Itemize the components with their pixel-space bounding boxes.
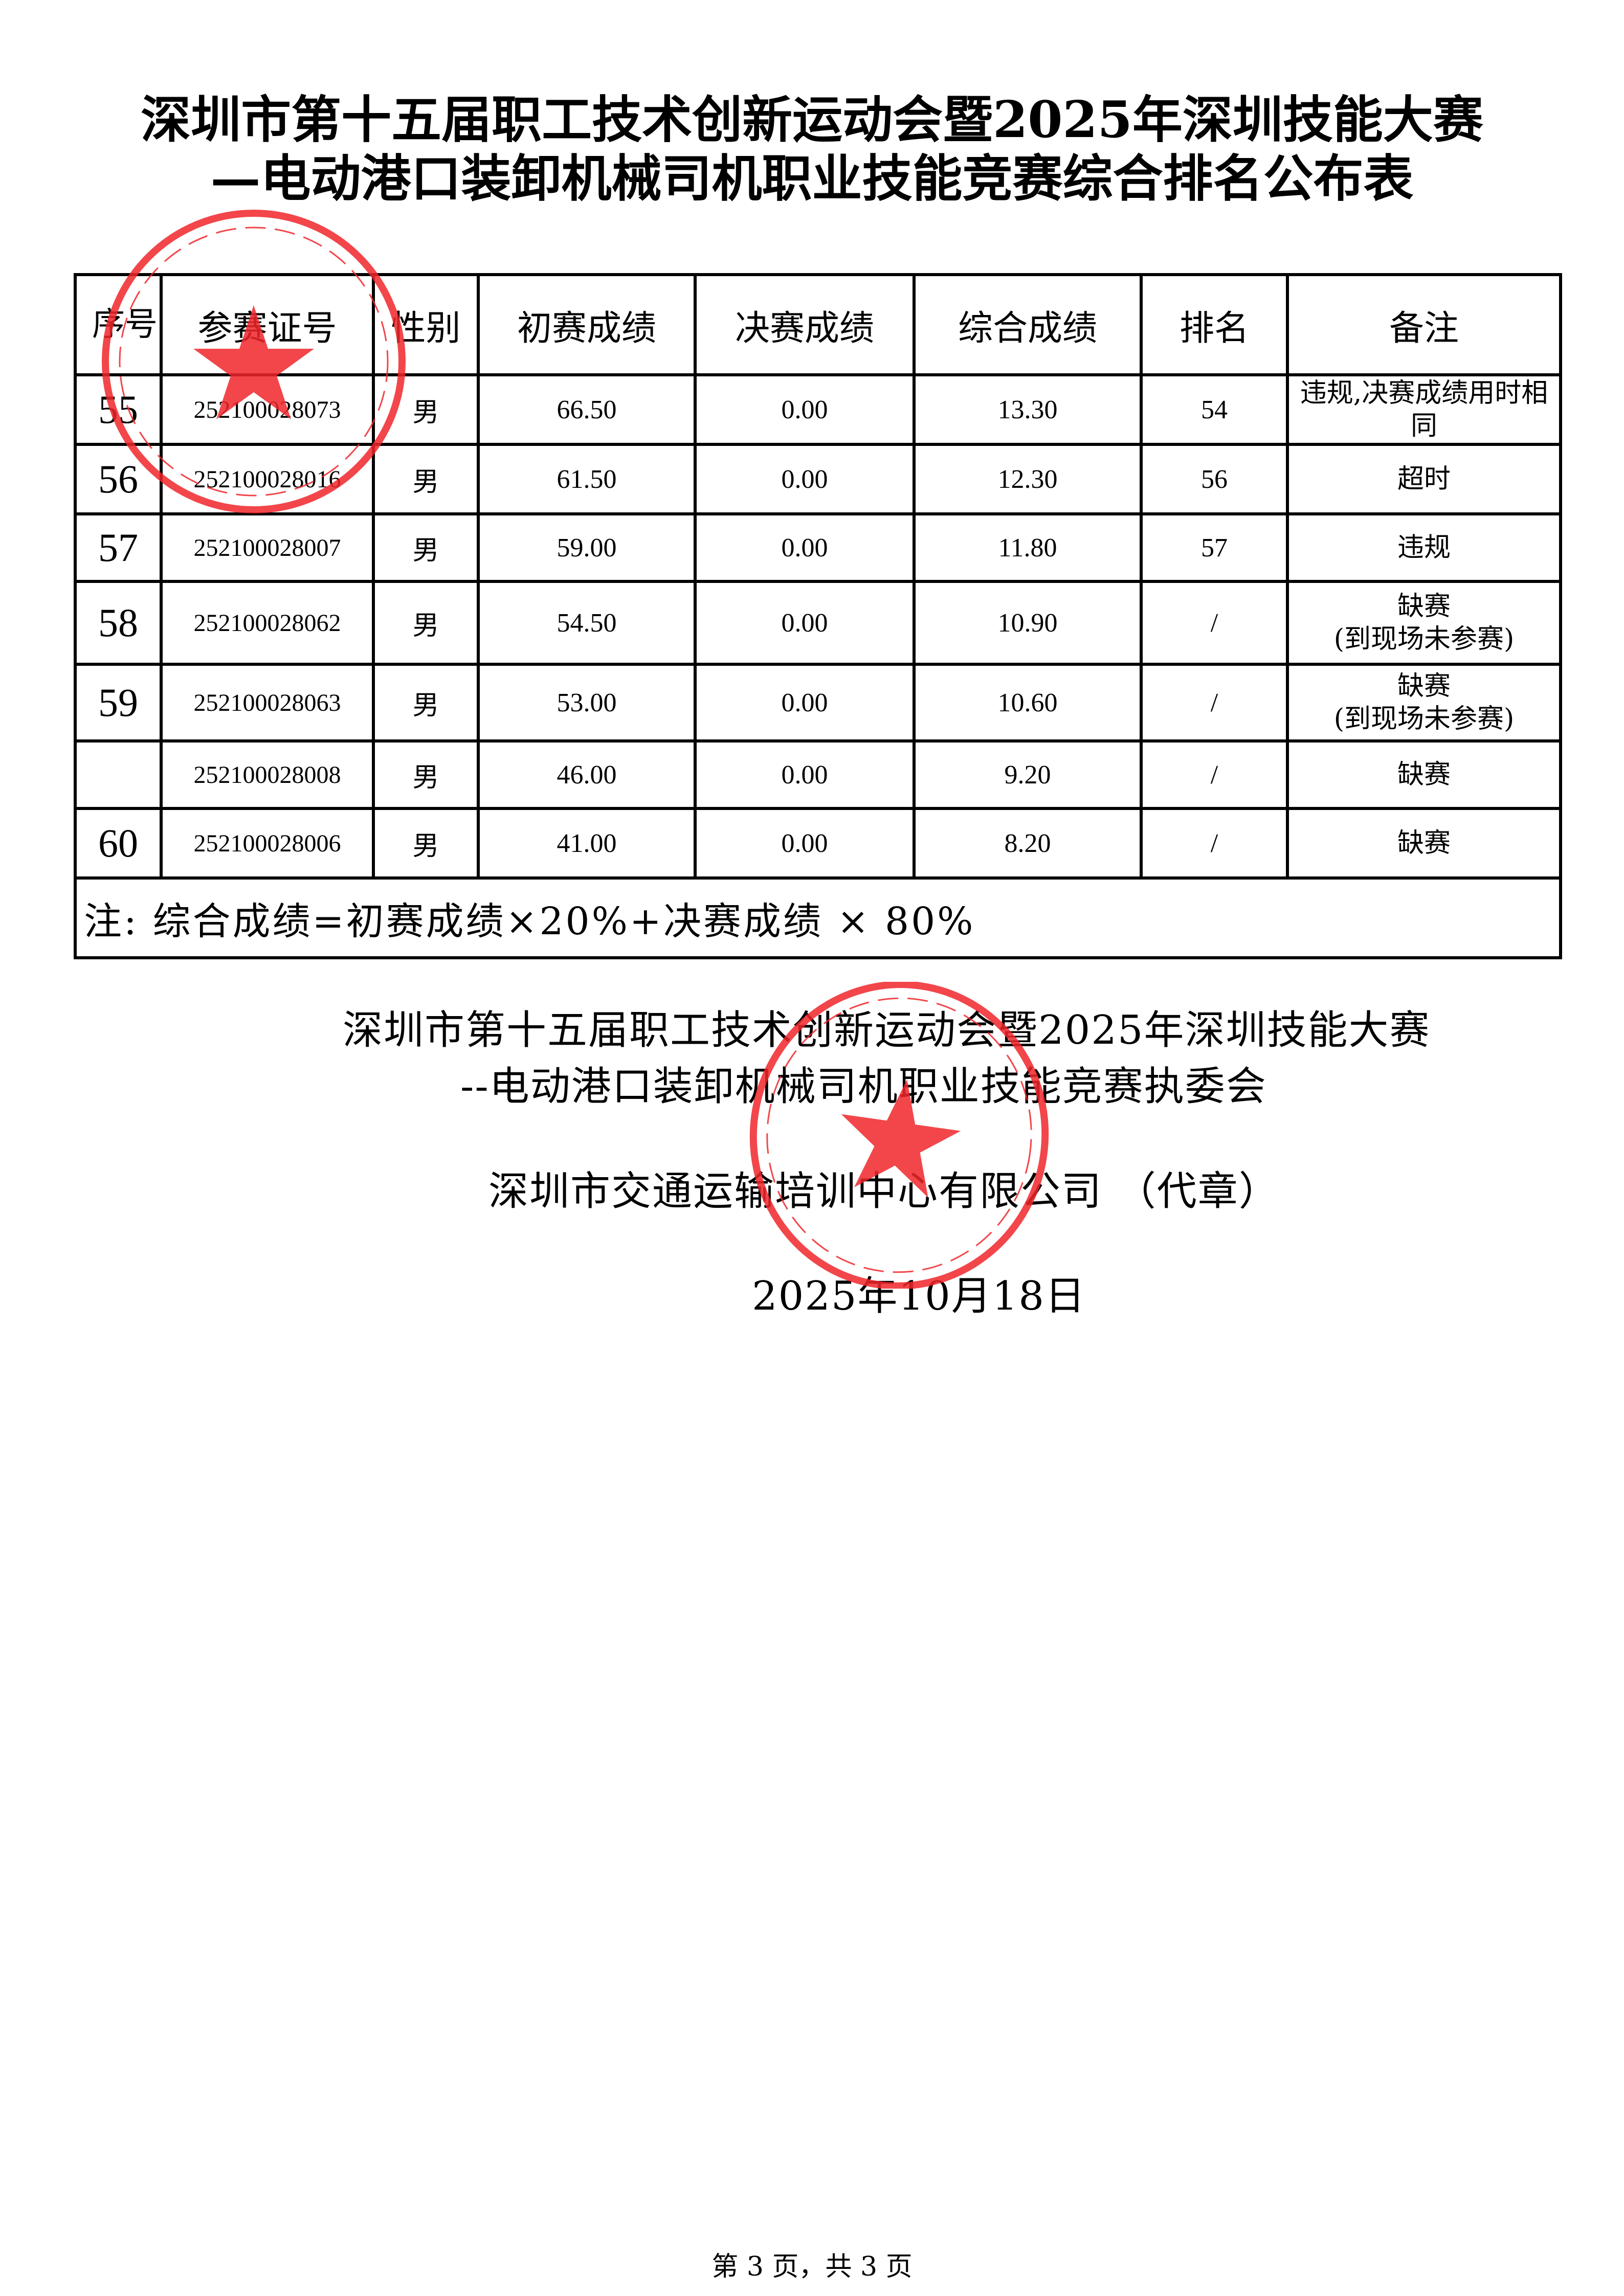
page-number: 第 3 页，共 3 页 <box>711 2252 913 2282</box>
cell-total: 9.20 <box>913 739 1143 810</box>
table-row: 60 252100028006 男 41.00 0.00 8.20/缺赛 <box>74 807 1562 880</box>
cell-gender: 男 <box>372 580 480 666</box>
header-gender: 性别 <box>372 273 480 376</box>
cell-seq: 59 <box>74 663 163 742</box>
cell-remark: 缺赛 <box>1286 807 1562 880</box>
cell-prelim: 54.50 <box>477 580 697 666</box>
header-rank: 排名 <box>1140 273 1289 376</box>
table-row: 58 252100028062 男 54.50 0.00 10.90/缺赛 (到现场未参赛… <box>74 580 1562 666</box>
cell-seq: 56 <box>74 443 163 515</box>
formula-note: 注: 综合成绩=初赛成绩×20%+决赛成绩 × 80% <box>74 876 1562 959</box>
cell-gender: 男 <box>372 512 480 583</box>
cell-final: 0.00 <box>694 373 916 446</box>
cell-seq <box>74 739 163 810</box>
cell-id: 252100028006 <box>160 807 375 880</box>
cell-total: 13.30 <box>913 373 1143 446</box>
cell-seq: 60 <box>74 807 163 880</box>
cell-remark: 缺赛 (到现场未参赛) <box>1286 580 1562 666</box>
cell-gender: 男 <box>372 373 480 446</box>
cell-rank: 57 <box>1140 512 1289 583</box>
cell-gender: 男 <box>372 663 480 742</box>
cell-final: 0.00 <box>694 580 916 666</box>
header-final: 决赛成绩 <box>694 273 916 376</box>
header-total: 综合成绩 <box>913 273 1143 376</box>
cell-remark: 缺赛 (到现场未参赛) <box>1286 663 1562 742</box>
cell-remark: 违规,决赛成绩用时相同 <box>1286 373 1562 446</box>
table-row: 57 252100028007 男 59.00 0.00 11.80 57 违规 <box>74 512 1562 583</box>
header-remark: 备注 <box>1286 273 1562 376</box>
company-signature: 深圳市交通运输培训中心有限公司 （代章） <box>488 1168 1280 1214</box>
cell-prelim: 53.00 <box>477 663 697 742</box>
table-header-row: 序号 参赛证号 性别 初赛成绩 决赛成绩 综合成绩 排名 备注 <box>74 273 1562 376</box>
table-row: 56 252100028016 男 61.50 0.00 12.30 56 超时 <box>74 443 1562 515</box>
cell-seq: 55 <box>74 373 163 446</box>
ranking-table: 序号 参赛证号 性别 初赛成绩 决赛成绩 综合成绩 排名 备注 55 252100… <box>74 273 1562 959</box>
cell-rank: / <box>1140 807 1289 880</box>
header-seq: 序号 <box>74 273 163 376</box>
cell-seq: 57 <box>74 512 163 583</box>
header-id: 参赛证号 <box>160 273 375 376</box>
cell-id: 252100028063 <box>160 663 375 742</box>
cell-id: 252100028062 <box>160 580 375 666</box>
header-prelim: 初赛成绩 <box>477 273 697 376</box>
cell-prelim: 59.00 <box>477 512 697 583</box>
cell-total: 10.90 <box>913 580 1143 666</box>
organizer-line2: --电动港口装卸机械司机职业技能竞赛执委会 <box>460 1064 1267 1110</box>
note-row: 注: 综合成绩=初赛成绩×20%+决赛成绩 × 80% <box>74 876 1562 959</box>
cell-total: 12.30 <box>913 443 1143 515</box>
cell-final: 0.00 <box>694 807 916 880</box>
organizer-line1: 深圳市第十五届职工技术创新运动会暨2025年深圳技能大赛 <box>343 1007 1431 1053</box>
table-row: 55 252100028073 男 66.50 0.00 13.30 54 违规,决赛成绩用时… <box>74 373 1562 446</box>
cell-id: 252100028008 <box>160 739 375 810</box>
cell-id: 252100028007 <box>160 512 375 583</box>
cell-final: 0.00 <box>694 443 916 515</box>
document-title-line2: —电动港口装卸机械司机职业技能竞赛综合排名公布表 <box>210 149 1414 208</box>
cell-rank: / <box>1140 663 1289 742</box>
cell-prelim: 61.50 <box>477 443 697 515</box>
cell-prelim: 41.00 <box>477 807 697 880</box>
cell-prelim: 46.00 <box>477 739 697 810</box>
cell-id: 252100028073 <box>160 373 375 446</box>
cell-gender: 男 <box>372 739 480 810</box>
cell-rank: / <box>1140 580 1289 666</box>
cell-final: 0.00 <box>694 739 916 810</box>
issue-date: 2025年10月18日 <box>752 1273 1086 1319</box>
cell-final: 0.00 <box>694 512 916 583</box>
cell-gender: 男 <box>372 443 480 515</box>
cell-rank: 56 <box>1140 443 1289 515</box>
cell-remark: 违规 <box>1286 512 1562 583</box>
cell-remark: 缺赛 <box>1286 739 1562 810</box>
cell-seq: 58 <box>74 580 163 666</box>
cell-total: 10.60 <box>913 663 1143 742</box>
cell-rank: 54 <box>1140 373 1289 446</box>
document-title-line1: 深圳市第十五届职工技术创新运动会暨2025年深圳技能大赛 <box>141 91 1483 149</box>
cell-total: 8.20 <box>913 807 1143 880</box>
cell-prelim: 66.50 <box>477 373 697 446</box>
table-row: 252100028008 男 46.00 0.00 9.20/缺赛 <box>74 739 1562 810</box>
cell-id: 252100028016 <box>160 443 375 515</box>
cell-final: 0.00 <box>694 663 916 742</box>
cell-remark: 超时 <box>1286 443 1562 515</box>
cell-rank: / <box>1140 739 1289 810</box>
cell-gender: 男 <box>372 807 480 880</box>
table-row: 59 252100028063 男 53.00 0.00 10.60/缺赛 (到现场未参赛… <box>74 663 1562 742</box>
cell-total: 11.80 <box>913 512 1143 583</box>
